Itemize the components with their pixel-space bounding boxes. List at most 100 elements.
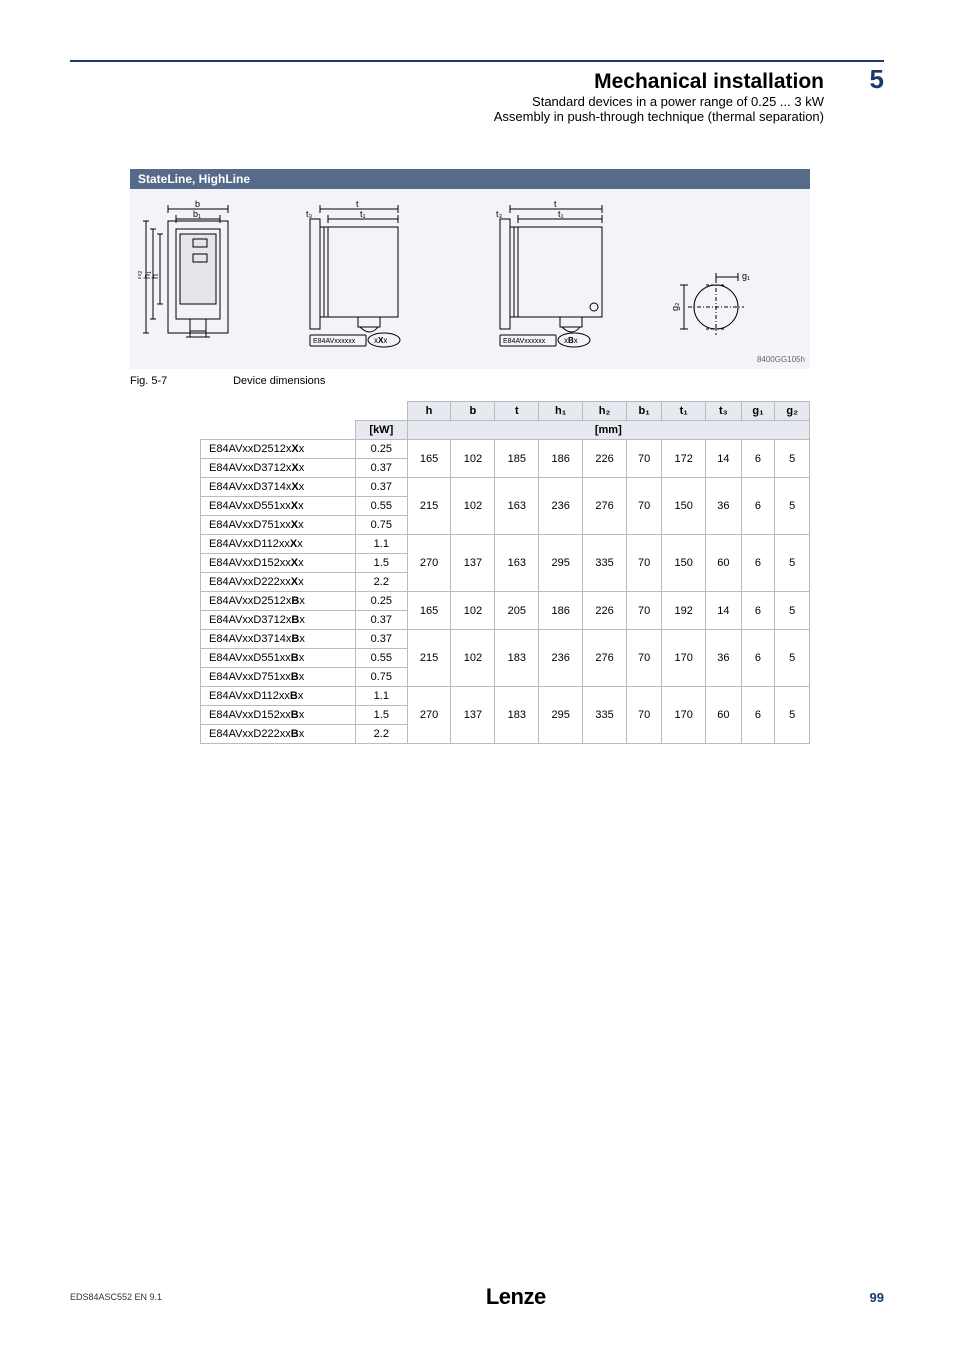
footer-logo: Lenze <box>486 1284 546 1310</box>
svg-text:g₂: g₂ <box>670 302 680 311</box>
diagram-panel: StateLine, HighLine b <box>130 169 810 369</box>
diagram-body: b b₁ h₂ h₁ h <box>130 189 810 369</box>
table-cell-model: E84AVxxD2512xBx <box>201 592 356 611</box>
table-cell-dim: 70 <box>626 687 661 744</box>
col-h: h <box>407 402 451 421</box>
table-cell-dim: 102 <box>451 630 495 687</box>
table-cell-model: E84AVxxD551xxXx <box>201 497 356 516</box>
diagram-side-view-x: t t₁ t₃ E84AVxxxxxx xXx <box>288 199 438 349</box>
table-cell-dim: 163 <box>495 535 539 592</box>
table-cell-dim: 5 <box>775 535 810 592</box>
page-header: Mechanical installation 5 Standard devic… <box>70 60 884 124</box>
table-cell-dim: 183 <box>495 630 539 687</box>
table-cell-model: E84AVxxD2512xXx <box>201 440 356 459</box>
table-cell-dim: 163 <box>495 478 539 535</box>
svg-text:b: b <box>195 199 200 209</box>
table-cell-model: E84AVxxD222xxBx <box>201 725 356 744</box>
page-title: Mechanical installation <box>70 70 884 94</box>
diagram-panel-title: StateLine, HighLine <box>130 169 810 189</box>
table-cell-dim: 170 <box>662 630 706 687</box>
table-cell-model: E84AVxxD112xxBx <box>201 687 356 706</box>
table-cell-dim: 5 <box>775 440 810 478</box>
table-cell-kw: 1.5 <box>356 554 408 573</box>
footer-doc-code: EDS84ASC552 EN 9.1 <box>70 1292 162 1302</box>
table-cell-dim: 335 <box>583 687 627 744</box>
svg-text:E84AVxxxxxx: E84AVxxxxxx <box>313 338 356 345</box>
table-cell-model: E84AVxxD551xxBx <box>201 649 356 668</box>
unit-mm: [mm] <box>407 421 809 440</box>
svg-text:t₃: t₃ <box>306 209 313 219</box>
diagram-figure-code: 8400GG105h <box>757 355 805 364</box>
figure-number: Fig. 5-7 <box>130 375 230 387</box>
table-cell-dim: 165 <box>407 592 451 630</box>
svg-text:t₃: t₃ <box>496 209 503 219</box>
table-cell-dim: 150 <box>662 535 706 592</box>
table-cell-dim: 270 <box>407 535 451 592</box>
table-cell-model: E84AVxxD751xxXx <box>201 516 356 535</box>
svg-text:g₁: g₁ <box>742 271 750 281</box>
table-cell-dim: 205 <box>495 592 539 630</box>
table-cell-model: E84AVxxD222xxXx <box>201 573 356 592</box>
col-h1: h₁ <box>539 402 583 421</box>
table-cell-dim: 70 <box>626 440 661 478</box>
table-cell-dim: 186 <box>539 592 583 630</box>
table-cell-dim: 186 <box>539 440 583 478</box>
table-cell-dim: 137 <box>451 687 495 744</box>
table-cell-model: E84AVxxD3714xXx <box>201 478 356 497</box>
dimensions-table: h b t h₁ h₂ b₁ t₁ t₃ g₁ g₂ [kW] [mm] E84… <box>200 401 810 744</box>
table-cell-dim: 295 <box>539 687 583 744</box>
table-cell-dim: 172 <box>662 440 706 478</box>
svg-text:t₁: t₁ <box>558 209 564 219</box>
table-cell-dim: 102 <box>451 592 495 630</box>
table-cell-kw: 0.55 <box>356 649 408 668</box>
table-cell-model: E84AVxxD3712xBx <box>201 611 356 630</box>
col-b1: b₁ <box>626 402 661 421</box>
header-subtitle-1: Standard devices in a power range of 0.2… <box>70 94 884 109</box>
table-cell-dim: 236 <box>539 478 583 535</box>
table-cell-dim: 226 <box>583 592 627 630</box>
table-cell-dim: 102 <box>451 440 495 478</box>
table-cell-kw: 0.37 <box>356 459 408 478</box>
table-cell-kw: 0.25 <box>356 440 408 459</box>
col-g2: g₂ <box>775 402 810 421</box>
figure-caption-text: Device dimensions <box>233 375 325 387</box>
table-cell-dim: 70 <box>626 592 661 630</box>
svg-text:xBx: xBx <box>564 336 578 345</box>
table-cell-kw: 1.5 <box>356 706 408 725</box>
table-cell-dim: 6 <box>741 535 775 592</box>
table-cell-dim: 215 <box>407 478 451 535</box>
table-cell-model: E84AVxxD3712xXx <box>201 459 356 478</box>
col-t3: t₃ <box>706 402 741 421</box>
table-cell-dim: 276 <box>583 478 627 535</box>
table-cell-dim: 165 <box>407 440 451 478</box>
table-cell-kw: 1.1 <box>356 535 408 554</box>
table-cell-dim: 36 <box>706 630 741 687</box>
col-b: b <box>451 402 495 421</box>
table-cell-kw: 0.75 <box>356 668 408 687</box>
svg-text:h: h <box>150 274 160 279</box>
col-g1: g₁ <box>741 402 775 421</box>
table-cell-kw: 0.55 <box>356 497 408 516</box>
table-cell-dim: 270 <box>407 687 451 744</box>
table-cell-dim: 36 <box>706 478 741 535</box>
table-cell-dim: 5 <box>775 630 810 687</box>
table-cell-dim: 5 <box>775 592 810 630</box>
svg-text:t: t <box>554 199 557 209</box>
table-cell-dim: 226 <box>583 440 627 478</box>
table-cell-kw: 0.75 <box>356 516 408 535</box>
col-t1: t₁ <box>662 402 706 421</box>
table-cell-dim: 60 <box>706 535 741 592</box>
table-cell-dim: 102 <box>451 478 495 535</box>
table-cell-dim: 335 <box>583 535 627 592</box>
table-cell-dim: 150 <box>662 478 706 535</box>
table-cell-kw: 1.1 <box>356 687 408 706</box>
table-cell-model: E84AVxxD751xxBx <box>201 668 356 687</box>
table-cell-dim: 5 <box>775 478 810 535</box>
table-cell-kw: 2.2 <box>356 573 408 592</box>
svg-text:E84AVxxxxxx: E84AVxxxxxx <box>503 338 546 345</box>
table-cell-dim: 170 <box>662 687 706 744</box>
table-cell-dim: 5 <box>775 687 810 744</box>
table-cell-dim: 137 <box>451 535 495 592</box>
table-cell-dim: 14 <box>706 440 741 478</box>
figure-caption: Fig. 5-7 Device dimensions <box>130 375 884 387</box>
